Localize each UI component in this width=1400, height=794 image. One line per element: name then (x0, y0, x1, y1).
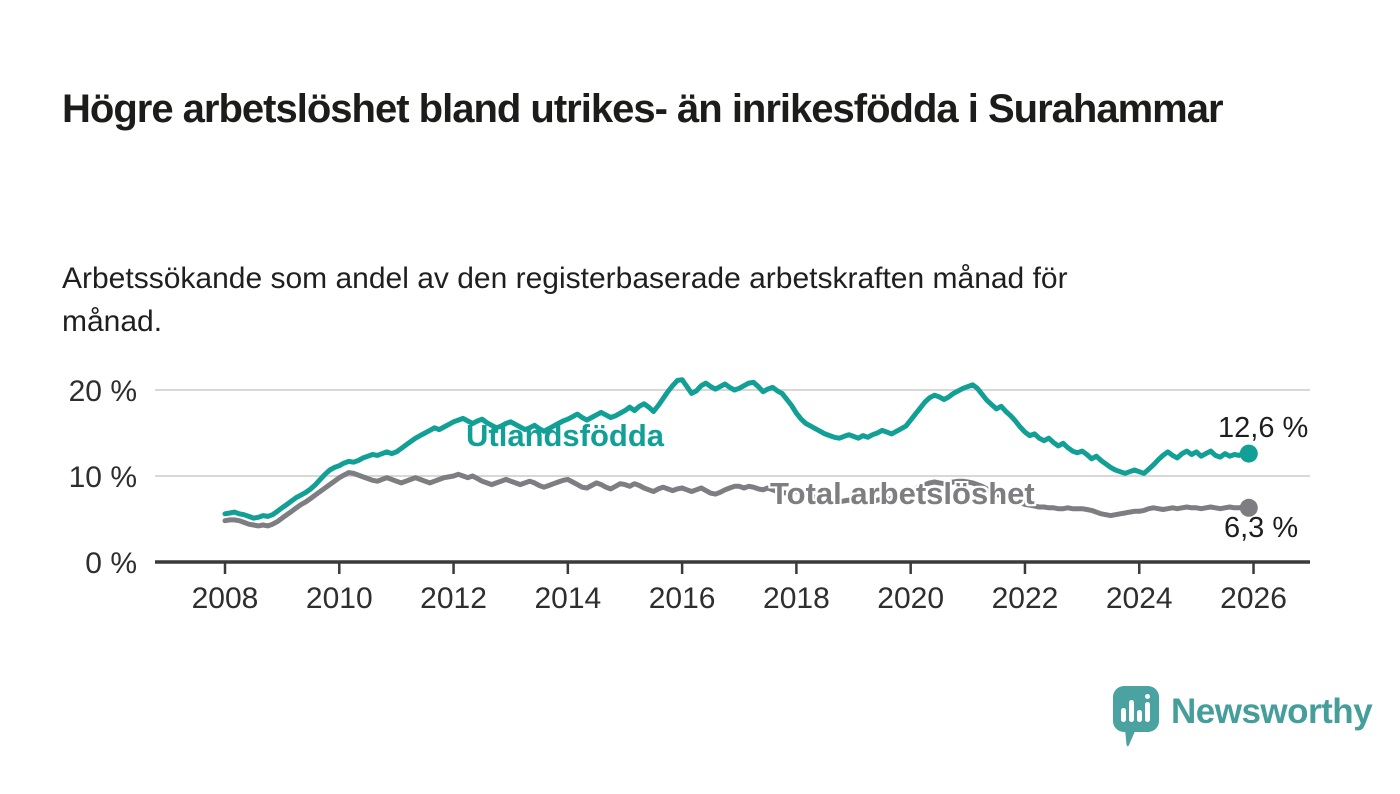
series-line-total (222, 470, 1252, 529)
series-end-dot (1239, 444, 1258, 463)
chart-canvas: 0 % 10 % 20 % 2008 2010 2012 2014 2016 2018 2020 2… (69, 375, 1310, 615)
brand-name: Newsworthy (1171, 692, 1373, 731)
x-tick-label: 2008 (192, 582, 259, 615)
y-tick-label: 20 % (69, 375, 137, 408)
x-tick-label: 2020 (877, 582, 944, 615)
series-label-total-arbetsloshet: Total arbetslöshet (770, 476, 1035, 511)
speech-bubble-bar-chart-icon (1113, 686, 1159, 747)
series-line-utlandsfodda (222, 377, 1252, 521)
x-tick-label: 2014 (534, 582, 601, 615)
x-tick-label: 2024 (1106, 582, 1173, 615)
chart-subtitle: Arbetssökande som andel av den registerb… (62, 262, 1068, 338)
y-tick-label: 0 % (85, 547, 137, 580)
newsworthy-logo: Newsworthy (1113, 686, 1373, 756)
end-value-label-total: 6,3 % (1224, 512, 1299, 544)
series-label-utlandsfodda: Utlandsfödda (466, 418, 665, 453)
x-tick-label: 2012 (420, 582, 487, 615)
y-tick-label: 10 % (69, 461, 137, 494)
x-tick-label: 2016 (649, 582, 716, 615)
end-value-label-utlandsfodda: 12,6 % (1218, 412, 1309, 444)
series-end-dot (1239, 498, 1258, 517)
x-tick-label: 2018 (763, 582, 830, 615)
page-title: Högre arbetslöshet bland utrikes- än inr… (62, 86, 1224, 131)
line-chart: 0 % 10 % 20 % 2008 2010 2012 2014 2016 2018 2020 2… (0, 350, 1400, 630)
x-tick-label: 2022 (992, 582, 1059, 615)
x-tick-label: 2010 (306, 582, 373, 615)
x-tick-label: 2026 (1220, 582, 1287, 615)
